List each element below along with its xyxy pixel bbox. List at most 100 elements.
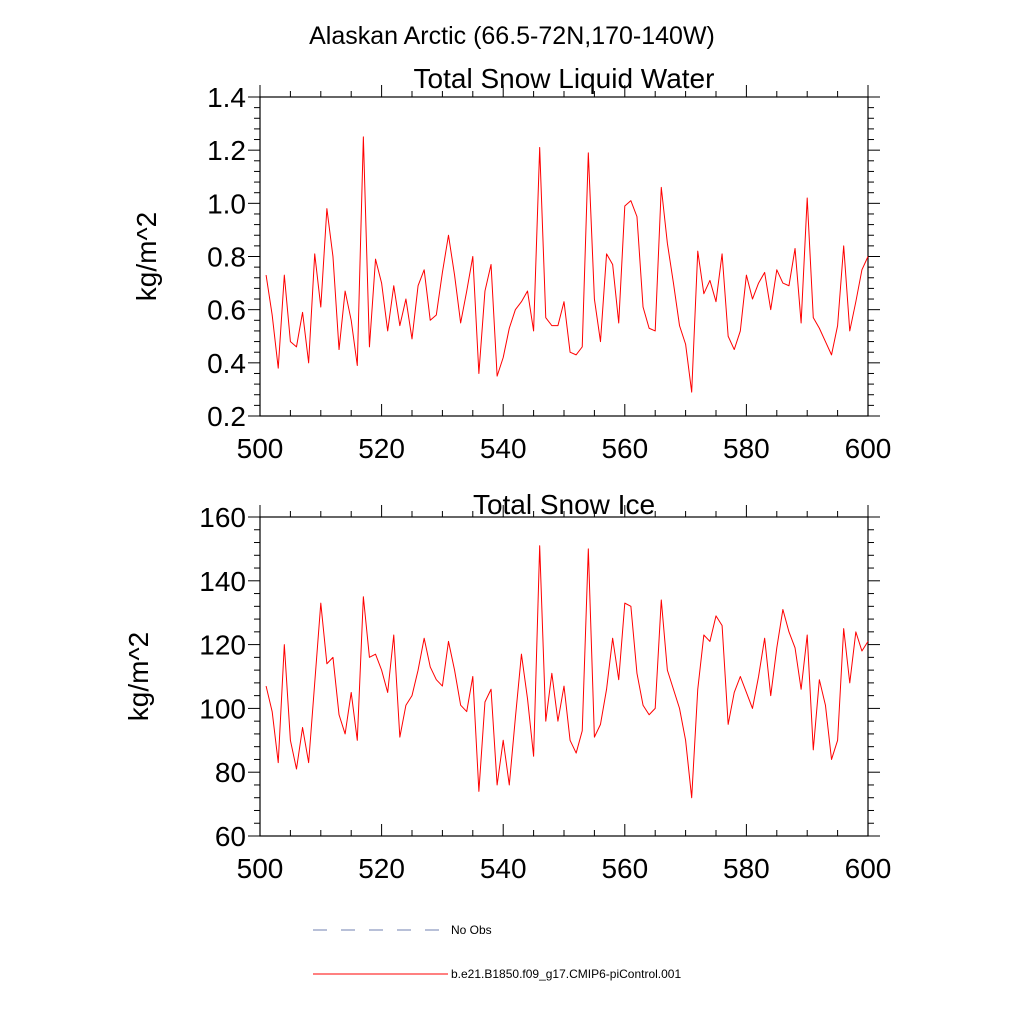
- p1-data-point: [284, 644, 285, 645]
- p0-data-point: [734, 349, 735, 350]
- p0-data-point: [290, 341, 291, 342]
- p0-xtick-label: 600: [845, 433, 892, 464]
- p0-data-point: [563, 301, 564, 302]
- p0-data-point: [436, 314, 437, 315]
- p0-data-point: [521, 301, 522, 302]
- p1-data-point: [855, 631, 856, 632]
- p1-ytick-label: 120: [199, 630, 246, 661]
- p1-data-point: [503, 740, 504, 741]
- p0-data-point: [801, 322, 802, 323]
- p1-plot-frame: [259, 516, 869, 837]
- p0-data-point: [545, 317, 546, 318]
- p1-data-point: [472, 676, 473, 677]
- p0-data-point: [843, 245, 844, 246]
- p1-data-point: [326, 663, 327, 664]
- p1-data-point: [746, 692, 747, 693]
- p1-data-point: [697, 689, 698, 690]
- p1-data-point: [509, 784, 510, 785]
- p1-ytick-label: 80: [215, 757, 246, 788]
- p1-data-point: [351, 692, 352, 693]
- p1-xtick-label: 580: [723, 853, 770, 884]
- p1-data-point: [594, 737, 595, 738]
- p1-data-point: [576, 752, 577, 753]
- p0-data-point: [825, 341, 826, 342]
- p0-title: Total Snow Liquid Water: [414, 63, 715, 94]
- p1-data-point: [758, 676, 759, 677]
- p1-data-point: [278, 762, 279, 763]
- p0-data-point: [375, 259, 376, 260]
- p0-data-point: [302, 312, 303, 313]
- p0-data-point: [393, 285, 394, 286]
- p1-ytick-label: 160: [199, 502, 246, 533]
- p1-data-point: [807, 634, 808, 635]
- p1-data-point: [539, 545, 540, 546]
- p0-data-point: [527, 290, 528, 291]
- p1-data-point: [569, 740, 570, 741]
- p1-data-point: [709, 641, 710, 642]
- p0-data-point: [411, 338, 412, 339]
- p1-ytick-label: 60: [215, 821, 246, 852]
- p0-data-point: [308, 362, 309, 363]
- p1-data-point: [478, 791, 479, 792]
- p1-ytick-label: 140: [199, 566, 246, 597]
- p0-data-point: [497, 376, 498, 377]
- p1-data-point: [673, 689, 674, 690]
- p0-data-point: [448, 235, 449, 236]
- p0-data-point: [819, 328, 820, 329]
- p0-xtick-label: 560: [601, 433, 648, 464]
- p0-data-point: [703, 293, 704, 294]
- p1-data-point: [563, 685, 564, 686]
- panel-snow-liquid-water: Total Snow Liquid Water kg/m^2 500 520 540 56…: [131, 63, 891, 464]
- p1-xtick-label: 560: [601, 853, 648, 884]
- p1-data-point: [320, 603, 321, 604]
- p0-data-point: [721, 253, 722, 254]
- p1-data-point: [801, 689, 802, 690]
- p0-data-point: [642, 306, 643, 307]
- p1-data-point: [721, 625, 722, 626]
- p1-ytick-label: 100: [199, 693, 246, 724]
- p1-data-point: [424, 638, 425, 639]
- p1-data-point: [527, 698, 528, 699]
- p1-data-point: [363, 596, 364, 597]
- p1-data-point: [612, 638, 613, 639]
- p1-series-line-0: [265, 545, 869, 799]
- p0-data-point: [332, 256, 333, 257]
- p0-data-point: [405, 298, 406, 299]
- p1-data-point: [545, 721, 546, 722]
- p0-xtick-label: 580: [723, 433, 770, 464]
- p0-data-point: [338, 349, 339, 350]
- p0-data-point: [764, 272, 765, 273]
- p0-data-point: [357, 365, 358, 366]
- p1-data-point: [533, 756, 534, 757]
- p0-data-point: [381, 282, 382, 283]
- p0-data-point: [673, 282, 674, 283]
- p0-data-point: [265, 275, 266, 276]
- p1-data-point: [375, 654, 376, 655]
- p0-data-point: [655, 330, 656, 331]
- p1-data-point: [649, 714, 650, 715]
- legend-item-no-obs: No Obs: [313, 923, 492, 937]
- p1-xtick-label: 500: [237, 853, 284, 884]
- p0-data-point: [430, 320, 431, 321]
- p0-data-point: [685, 344, 686, 345]
- p1-data-point: [466, 711, 467, 712]
- p0-data-point: [588, 152, 589, 153]
- p0-data-point: [679, 325, 680, 326]
- p1-data-point: [770, 695, 771, 696]
- p0-data-point: [326, 208, 327, 209]
- p1-data-point: [728, 724, 729, 725]
- p1-data-point: [442, 685, 443, 686]
- p0-ytick-label: 0.6: [207, 295, 246, 326]
- p0-data-point: [728, 336, 729, 337]
- p1-data-point: [819, 679, 820, 680]
- p1-data-point: [387, 692, 388, 693]
- p1-data-point: [734, 692, 735, 693]
- p0-data-point: [758, 282, 759, 283]
- p0-data-point: [478, 373, 479, 374]
- p1-data-point: [618, 679, 619, 680]
- p0-data-point: [667, 243, 668, 244]
- p0-data-point: [369, 346, 370, 347]
- p0-data-point: [582, 346, 583, 347]
